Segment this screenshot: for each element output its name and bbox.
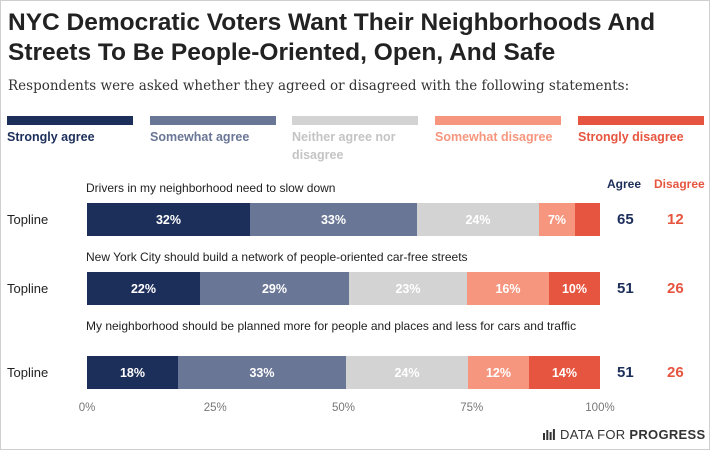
net-agree-value: 65 bbox=[617, 211, 634, 228]
question-text: Drivers in my neighborhood need to slow … bbox=[86, 181, 336, 195]
question-text: My neighborhood should be planned more f… bbox=[86, 319, 577, 333]
bar-segment: 23% bbox=[349, 272, 467, 305]
net-disagree-value: 26 bbox=[667, 364, 684, 381]
legend-label: Somewhat disagree bbox=[435, 130, 553, 144]
stacked-bar: 32% 33% 24% 7% bbox=[87, 203, 600, 236]
legend-item: Strongly disagree bbox=[578, 116, 704, 146]
net-disagree-value: 12 bbox=[667, 211, 684, 228]
bar-segment: 14% bbox=[529, 356, 600, 389]
legend-item: Strongly agree bbox=[7, 116, 133, 146]
legend-item: Somewhat agree bbox=[150, 116, 276, 146]
bar-segment bbox=[575, 203, 600, 236]
legend-label: Neither agree nor disagree bbox=[292, 130, 396, 162]
stacked-bar: 22% 29% 23% 16% 10% bbox=[87, 272, 600, 305]
legend-label: Strongly agree bbox=[7, 130, 95, 144]
brand-logo: DATA FOR PROGRESS bbox=[543, 427, 705, 442]
legend-label: Somewhat agree bbox=[150, 130, 250, 144]
row-label: Topline bbox=[7, 281, 49, 296]
question-text: New York City should build a network of … bbox=[86, 250, 468, 264]
brand-name: PROGRESS bbox=[629, 427, 706, 442]
brand-prefix: DATA FOR bbox=[560, 427, 630, 442]
bar-segment: 12% bbox=[468, 356, 529, 389]
bar-segment: 32% bbox=[87, 203, 250, 236]
net-agree-value: 51 bbox=[617, 364, 634, 381]
legend-item: Neither agree nor disagree bbox=[292, 116, 418, 164]
x-tick-label: 75% bbox=[460, 402, 484, 414]
bar-segment: 24% bbox=[346, 356, 468, 389]
legend-swatch bbox=[7, 116, 133, 125]
bar-chart-icon bbox=[543, 429, 555, 440]
bar-segment: 7% bbox=[539, 203, 575, 236]
legend-swatch bbox=[150, 116, 276, 125]
row-label: Topline bbox=[7, 365, 49, 380]
chart-title: NYC Democratic Voters Want Their Neighbo… bbox=[8, 9, 656, 66]
net-agree-header: Agree bbox=[607, 177, 642, 191]
legend-swatch bbox=[292, 116, 418, 125]
net-agree-value: 51 bbox=[617, 280, 634, 297]
row-label: Topline bbox=[7, 212, 49, 227]
x-tick-label: 100% bbox=[585, 402, 615, 414]
x-tick-label: 25% bbox=[203, 402, 227, 414]
chart-subtitle: Respondents were asked whether they agre… bbox=[8, 78, 630, 94]
bar-segment: 10% bbox=[549, 272, 600, 305]
stacked-bar: 18% 33% 24% 12% 14% bbox=[87, 356, 600, 389]
legend-swatch bbox=[435, 116, 561, 125]
bar-segment: 22% bbox=[87, 272, 200, 305]
legend-swatch bbox=[578, 116, 704, 125]
bar-segment: 33% bbox=[178, 356, 346, 389]
net-disagree-value: 26 bbox=[667, 280, 684, 297]
bar-segment: 29% bbox=[200, 272, 349, 305]
legend-item: Somewhat disagree bbox=[435, 116, 561, 146]
net-disagree-header: Disagree bbox=[654, 177, 705, 191]
bar-segment: 18% bbox=[87, 356, 178, 389]
legend-label: Strongly disagree bbox=[578, 130, 684, 144]
bar-segment: 16% bbox=[467, 272, 549, 305]
bar-segment: 33% bbox=[250, 203, 417, 236]
x-tick-label: 0% bbox=[78, 402, 96, 414]
x-tick-label: 50% bbox=[331, 402, 356, 414]
bar-segment: 24% bbox=[417, 203, 539, 236]
